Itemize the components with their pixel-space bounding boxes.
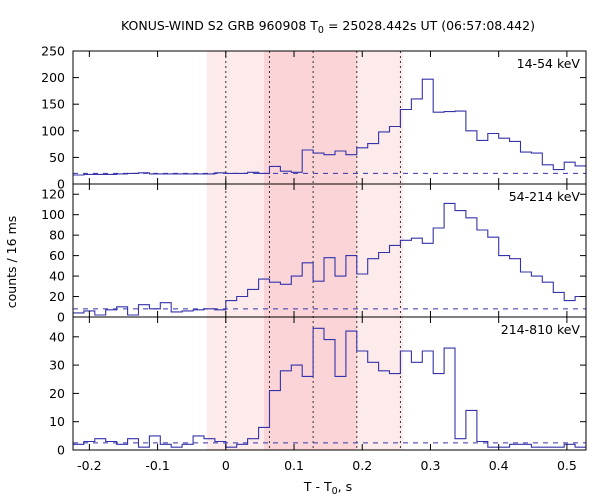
y-tick-label: 40 [49,329,65,344]
x-tick-label: -0.2 [77,458,101,473]
inner-interval-band [264,51,357,450]
panel-1: 0 50 100 150 200 250 14-54 keV [41,44,587,192]
light-curve-series [73,78,586,176]
light-curve-series [73,202,586,316]
y-tick-label: 0 [57,310,65,325]
y-tick-label: 20 [49,386,65,401]
energy-band-label: 54-214 keV [509,189,581,204]
x-tick-label: 0 [222,458,230,473]
y-tick-label: 10 [49,414,65,429]
energy-band-label: 214-810 keV [501,322,581,337]
y-tick-label: 0 [57,443,65,458]
y-tick-label: 200 [41,70,65,85]
x-axis-label: T - T0, s [303,479,352,497]
y-axis-label: counts / 16 ms [4,216,19,309]
panel-3: 0 10 20 30 40 214-810 keV [49,316,587,458]
y-tick-label: 50 [49,150,65,165]
x-tick-label: 0.4 [489,458,509,473]
panel-frame [72,316,587,451]
x-tick-label: 0.1 [284,458,304,473]
y-tick-label: 100 [41,123,65,138]
y-tick-label: 150 [41,97,65,112]
energy-band-label: 14-54 keV [517,56,581,71]
x-tick-label: 0.5 [557,458,577,473]
x-tick-label: 0.2 [352,458,372,473]
y-tick-label: 60 [49,248,65,263]
chart-title: KONUS-WIND S2 GRB 960908 T0 = 25028.442s… [121,18,535,36]
y-tick-label: 20 [49,289,65,304]
y-tick-label: 120 [41,187,65,202]
panel-2: 0 20 40 60 80 100 120 54-214 keV [41,183,587,325]
y-tick-label: 0 [57,177,65,192]
y-tick-label: 40 [49,269,65,284]
x-tick-label: 0.3 [421,458,441,473]
y-tick-label: 30 [49,358,65,373]
x-tick-label: -0.1 [145,458,169,473]
y-tick-label: 80 [49,228,65,243]
y-tick-label: 100 [41,207,65,222]
y-tick-label: 250 [41,44,65,59]
